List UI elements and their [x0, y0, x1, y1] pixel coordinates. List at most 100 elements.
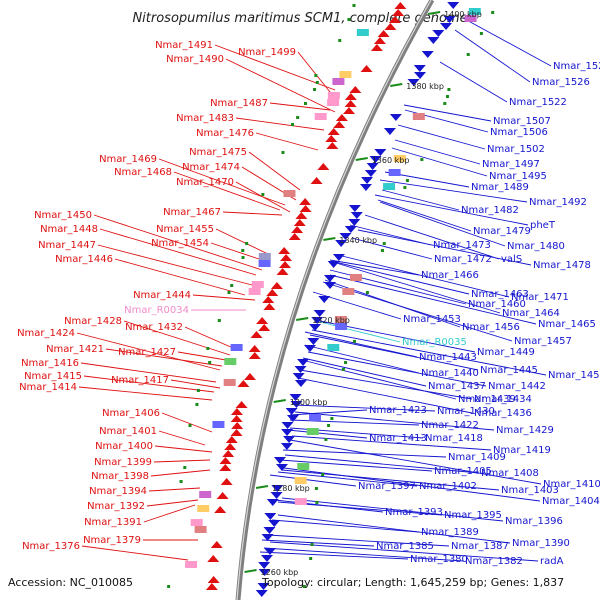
reverse-gene-arrow	[250, 331, 263, 338]
forward-gene-arrow	[264, 513, 277, 520]
forward-gene-arrow	[257, 583, 270, 590]
feature-dot	[241, 256, 245, 259]
right-gene-label: Nmar_1423	[369, 405, 427, 416]
right-gene-label: Nmar_1489	[471, 182, 529, 193]
feature-dot	[420, 158, 424, 161]
reverse-gene-arrow	[373, 37, 386, 44]
forward-gene-arrow	[280, 443, 293, 450]
feature-block	[309, 414, 322, 421]
feature-block	[335, 323, 348, 330]
right-label-connector	[269, 474, 357, 487]
right-gene-label: Nmar_1463	[471, 289, 529, 300]
forward-gene-arrow	[414, 72, 427, 79]
gene-features	[167, 2, 495, 597]
reverse-gene-arrow	[343, 107, 356, 114]
left-gene-label: Nmar_1454	[151, 238, 209, 249]
feature-dot	[208, 361, 212, 364]
right-gene-label: Nmar_1385	[376, 541, 434, 552]
reverse-gene-arrow	[262, 296, 275, 303]
right-gene-label: Nmar_1396	[505, 516, 563, 527]
right-label-connector	[279, 459, 433, 472]
forward-gene-arrow	[361, 177, 374, 184]
reverse-gene-arrow	[278, 247, 291, 254]
forward-gene-arrow	[366, 163, 379, 170]
label-connectors	[76, 17, 552, 562]
left-gene-label: Nmar_1376	[22, 541, 80, 552]
feature-dot	[206, 347, 210, 350]
left-gene-label: Nmar_1392	[87, 501, 145, 512]
feature-block	[258, 260, 271, 267]
right-label-connector	[304, 331, 418, 358]
left-gene-label: Nmar_1467	[163, 207, 221, 218]
scale-tick-label: 1380 kbp	[406, 82, 444, 91]
forward-gene-arrow	[292, 373, 305, 380]
left-label-connector	[99, 228, 257, 276]
feature-dot	[227, 291, 231, 294]
reverse-gene-arrow	[325, 135, 338, 142]
right-label-column: Nmar_1528Nmar_1526Nmar_1522Nmar_1507Nmar…	[358, 61, 600, 567]
forward-gene-arrow	[389, 114, 402, 121]
feature-dot	[491, 11, 495, 14]
right-label-connector	[334, 261, 470, 295]
reverse-gene-arrow	[293, 219, 306, 226]
right-label-connector	[381, 189, 460, 211]
forward-gene-arrow	[413, 65, 426, 72]
feature-block	[342, 288, 355, 295]
right-label-connector	[263, 547, 464, 562]
feature-dot	[344, 361, 348, 364]
forward-gene-arrow	[348, 219, 361, 226]
right-label-connector	[307, 351, 487, 387]
left-label-connector	[81, 545, 189, 561]
left-gene-label: Nmar_1491	[155, 40, 213, 51]
right-label-connector	[309, 334, 479, 371]
left-label-connector	[225, 58, 336, 113]
right-gene-label: Nmar_1456	[462, 322, 520, 333]
feature-block	[349, 274, 362, 281]
feature-block	[194, 526, 207, 533]
feature-dot	[230, 284, 234, 287]
feature-dot	[241, 249, 245, 252]
right-gene-label: Nmar_1528	[553, 61, 600, 72]
right-label-connector	[287, 429, 368, 439]
feature-dot	[327, 424, 331, 427]
right-gene-label: Nmar_1506	[490, 127, 548, 138]
forward-gene-arrow	[307, 338, 320, 345]
forward-gene-arrow	[374, 149, 387, 156]
feature-dot	[352, 4, 356, 7]
forward-gene-arrow	[443, 16, 456, 23]
right-label-connector	[299, 369, 473, 400]
feature-dot	[309, 557, 313, 560]
right-gene-label: Nmar_1471	[511, 292, 569, 303]
feature-dot	[188, 424, 192, 427]
reverse-gene-arrow	[344, 93, 357, 100]
left-label-connector	[97, 244, 253, 286]
reverse-gene-arrow	[327, 128, 340, 135]
reverse-gene-arrow	[248, 345, 261, 352]
forward-gene-arrow	[339, 233, 352, 240]
feature-block	[248, 288, 261, 295]
forward-gene-arrow	[318, 296, 331, 303]
left-label-connector	[150, 469, 211, 477]
left-gene-label: Nmar_1428	[64, 316, 122, 327]
right-label-connector	[462, 17, 552, 67]
reverse-gene-arrow	[205, 583, 218, 590]
forward-gene-arrow	[324, 275, 337, 282]
left-gene-label: Nmar_1455	[156, 224, 214, 235]
forward-gene-arrow	[332, 254, 345, 261]
left-gene-label: Nmar_1499	[238, 47, 296, 58]
left-label-connector	[248, 151, 301, 191]
right-gene-label: Nmar_1380	[410, 554, 468, 565]
right-gene-label: Nmar_1397	[358, 481, 416, 492]
feature-dot	[380, 249, 384, 252]
feature-dot	[217, 319, 221, 322]
forward-gene-arrow	[285, 408, 298, 415]
left-label-connector	[153, 459, 211, 463]
left-gene-label: Nmar_1394	[89, 486, 147, 497]
scale-tick	[427, 11, 441, 15]
reverse-gene-arrow	[280, 254, 293, 261]
feature-block	[197, 505, 210, 512]
feature-dot	[347, 18, 351, 21]
left-label-connector	[192, 294, 256, 301]
right-gene-label: Nmar_1526	[532, 77, 590, 88]
forward-gene-arrow	[255, 590, 268, 597]
